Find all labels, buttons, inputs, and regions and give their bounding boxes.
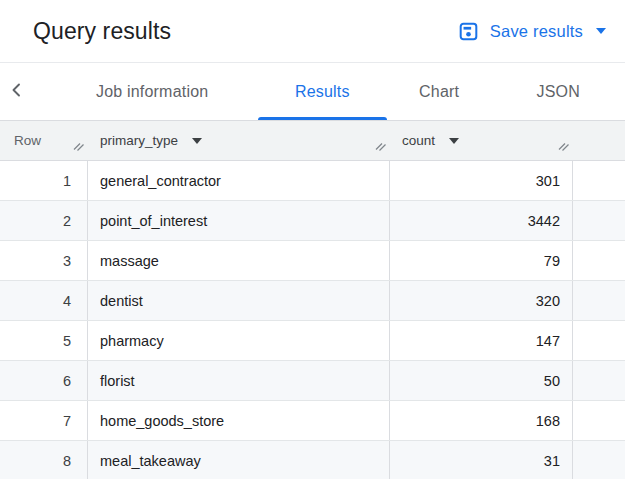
results-tabbar: Job information Results Chart JSON	[0, 63, 625, 121]
spacer-cell	[573, 441, 625, 479]
tab-job-information[interactable]: Job information	[46, 63, 258, 120]
spacer-cell	[573, 321, 625, 360]
row-number-cell: 1	[0, 161, 88, 200]
count-cell: 301	[390, 161, 573, 200]
table-row: 7 home_goods_store 168	[0, 401, 625, 441]
primary-type-cell: massage	[88, 241, 390, 280]
spacer-cell	[573, 361, 625, 400]
primary-type-cell: dentist	[88, 281, 390, 320]
results-table: Row primary_type count	[0, 121, 625, 479]
column-label: primary_type	[100, 133, 178, 148]
table-row: 1 general_contractor 301	[0, 161, 625, 201]
table-header-row: Row primary_type count	[0, 121, 625, 161]
column-header-count: count	[390, 121, 573, 160]
caret-down-icon	[596, 28, 606, 34]
page-title: Query results	[33, 18, 171, 45]
tab-chart[interactable]: Chart	[387, 63, 492, 120]
column-header-primary-type: primary_type	[88, 121, 390, 160]
count-cell: 147	[390, 321, 573, 360]
column-menu-caret-icon[interactable]	[192, 138, 202, 144]
row-number-cell: 2	[0, 201, 88, 240]
tabs-scroll-left-button[interactable]	[0, 63, 34, 120]
query-results-header: Query results Save results	[0, 0, 625, 63]
spacer-cell	[573, 241, 625, 280]
count-cell: 79	[390, 241, 573, 280]
row-number-cell: 4	[0, 281, 88, 320]
table-row: 8 meal_takeaway 31	[0, 441, 625, 479]
column-resize-handle[interactable]	[557, 140, 569, 155]
column-resize-handle[interactable]	[374, 140, 386, 155]
column-label: Row	[14, 133, 41, 148]
table-row: 3 massage 79	[0, 241, 625, 281]
spacer-cell	[573, 201, 625, 240]
spacer-cell	[573, 401, 625, 440]
primary-type-cell: point_of_interest	[88, 201, 390, 240]
primary-type-cell: home_goods_store	[88, 401, 390, 440]
row-number-cell: 3	[0, 241, 88, 280]
row-number-cell: 6	[0, 361, 88, 400]
row-number-cell: 7	[0, 401, 88, 440]
spacer-cell	[573, 281, 625, 320]
tab-json[interactable]: JSON	[492, 63, 625, 120]
table-row: 4 dentist 320	[0, 281, 625, 321]
column-menu-caret-icon[interactable]	[449, 138, 459, 144]
column-header-row: Row	[0, 121, 88, 160]
count-cell: 31	[390, 441, 573, 479]
primary-type-cell: meal_takeaway	[88, 441, 390, 479]
table-row: 2 point_of_interest 3442	[0, 201, 625, 241]
tab-results[interactable]: Results	[258, 63, 387, 120]
count-cell: 168	[390, 401, 573, 440]
table-row: 6 florist 50	[0, 361, 625, 401]
spacer-cell	[573, 161, 625, 200]
save-results-label: Save results	[490, 22, 583, 41]
column-header-spacer	[573, 121, 625, 160]
save-icon	[459, 22, 478, 41]
primary-type-cell: pharmacy	[88, 321, 390, 360]
row-number-cell: 5	[0, 321, 88, 360]
primary-type-cell: florist	[88, 361, 390, 400]
chevron-left-icon	[8, 81, 26, 102]
column-label: count	[402, 133, 435, 148]
count-cell: 50	[390, 361, 573, 400]
row-number-cell: 8	[0, 441, 88, 479]
primary-type-cell: general_contractor	[88, 161, 390, 200]
column-resize-handle[interactable]	[72, 140, 84, 155]
count-cell: 3442	[390, 201, 573, 240]
count-cell: 320	[390, 281, 573, 320]
table-row: 5 pharmacy 147	[0, 321, 625, 361]
save-results-button[interactable]: Save results	[455, 16, 610, 47]
